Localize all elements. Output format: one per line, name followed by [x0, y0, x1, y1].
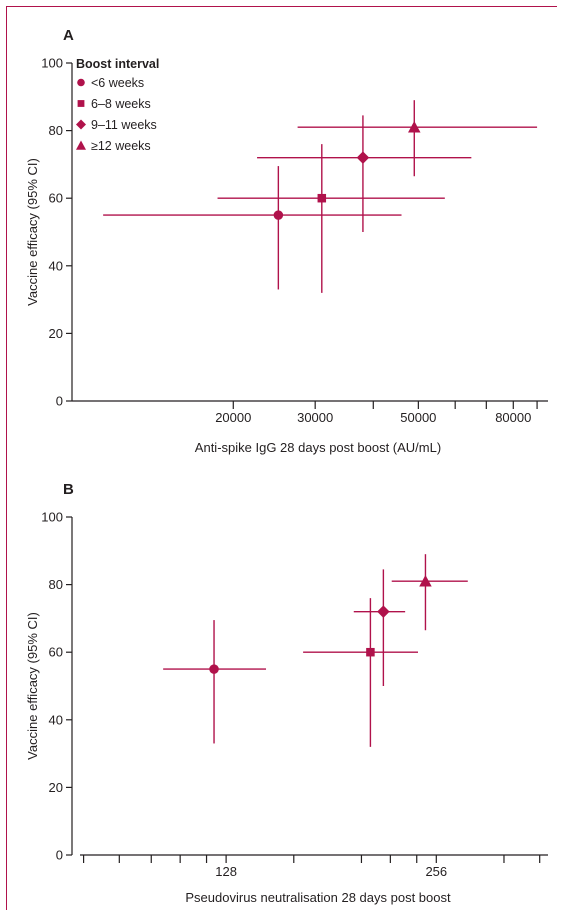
panel-a-diamond-marker: [356, 151, 370, 164]
panel-a-x-tick-label: 20000: [215, 410, 251, 425]
panel-a-y-tick-label: 20: [49, 326, 63, 341]
panel-b-diamond-marker: [377, 605, 390, 618]
panel-b-y-tick-label: 60: [49, 645, 63, 660]
figure-frame-top: [6, 6, 557, 7]
panel-b-circle-marker: [209, 664, 219, 674]
panel-a-legend: Boost interval <6 weeks 6–8 weeks 9–11 week…: [76, 57, 159, 153]
panel-a-y-axis-title: Vaccine efficacy (95% CI): [25, 158, 40, 306]
panel-b-x-axis-title: Pseudovirus neutralisation 28 days post …: [185, 890, 451, 905]
panel-b-y-tick-label: 80: [49, 577, 63, 592]
panel-b-y-tick-label: 0: [56, 848, 63, 863]
panel-b-chart: B 0 20 40 60 80 100 128 256 Pseudovirus neutralis…: [25, 481, 548, 905]
panel-b-series-0: [163, 620, 267, 744]
panel-a-x-tick-label: 50000: [400, 410, 436, 425]
panel-b-x-tick-label: 128: [215, 864, 237, 879]
panel-a-letter: A: [63, 27, 74, 44]
panel-a-y-tick-label: 60: [49, 191, 63, 206]
panel-a-legend-diamond-marker: [76, 119, 86, 130]
panel-b-square-marker: [366, 647, 375, 657]
panel-b-y-axis-title: Vaccine efficacy (95% CI): [25, 612, 40, 760]
panel-b-triangle-marker: [419, 574, 432, 587]
panel-a-x-tick-label: 80000: [495, 410, 531, 425]
panel-b-y-tick-label: 100: [41, 510, 63, 525]
panel-a-square-marker: [317, 193, 327, 203]
panel-a-legend-entry: 6–8 weeks: [91, 97, 151, 111]
panel-a-legend-title: Boost interval: [76, 57, 159, 71]
panel-a-legend-entry: ≥12 weeks: [91, 139, 151, 153]
panel-a-y-tick-label: 40: [49, 258, 63, 273]
panel-b-y-tick-label: 40: [49, 712, 63, 727]
panel-b-y-tick-label: 20: [49, 780, 63, 795]
panel-a-series-0: [103, 166, 402, 290]
panel-a-circle-marker: [273, 210, 284, 220]
panel-b-series-2: [353, 569, 406, 686]
panel-a-y-tick-label: 0: [56, 394, 63, 409]
panel-a-chart: A 0 20 40 60 80 100 20000 30000 50000 80000 Anti-sp…: [25, 27, 548, 455]
panel-b-series-1: [303, 598, 418, 747]
panel-b-x-tick-label: 256: [425, 864, 447, 879]
panel-b-letter: B: [63, 481, 74, 498]
panel-b-series-3: [391, 554, 468, 631]
panel-a-legend-triangle-marker: [76, 140, 86, 150]
panel-a-legend-circle-marker: [77, 78, 85, 87]
panel-a-x-tick-label: 30000: [297, 410, 333, 425]
figure-frame-left: [6, 6, 7, 910]
panel-a-x-axis-title: Anti-spike IgG 28 days post boost (AU/mL…: [195, 440, 441, 455]
panel-a-y-tick-label: 80: [49, 123, 63, 138]
panel-a-triangle-marker: [408, 120, 421, 133]
panel-a-legend-square-marker: [77, 100, 85, 107]
panel-a-series-2: [257, 115, 472, 232]
panel-a-series-3: [297, 100, 538, 177]
panel-a-series-1: [217, 144, 445, 293]
panel-a-legend-entry: <6 weeks: [91, 76, 144, 90]
panel-a-y-tick-label: 100: [41, 56, 63, 71]
panel-a-legend-entry: 9–11 weeks: [91, 118, 157, 132]
